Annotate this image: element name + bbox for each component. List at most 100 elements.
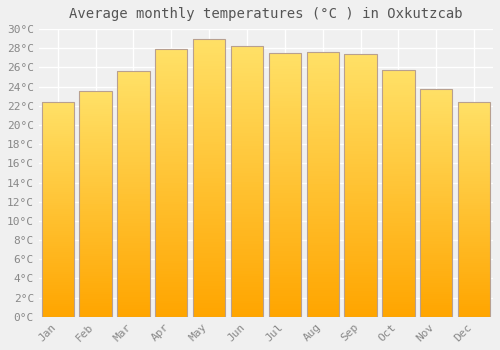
Bar [420,306,452,308]
Bar [306,139,339,142]
Bar [306,205,339,208]
Bar [193,105,225,108]
Bar [42,134,74,136]
Bar [42,162,74,164]
Bar [42,139,74,141]
Bar [118,309,150,312]
Bar [42,308,74,310]
Bar [269,261,301,264]
Bar [344,80,376,83]
Bar [155,245,188,247]
Bar [231,203,263,206]
Bar [42,156,74,158]
Bar [269,172,301,174]
Bar [155,314,188,317]
Bar [306,274,339,277]
Bar [42,218,74,220]
Bar [118,270,150,273]
Bar [269,314,301,317]
Bar [382,88,414,90]
Bar [193,72,225,75]
Bar [344,188,376,191]
Bar [382,80,414,83]
Bar [420,312,452,315]
Bar [306,298,339,301]
Bar [231,171,263,174]
Bar [382,95,414,97]
Bar [344,151,376,154]
Bar [231,95,263,98]
Bar [193,281,225,284]
Bar [231,209,263,211]
Bar [382,287,414,290]
Bar [382,176,414,179]
Bar [306,293,339,296]
Bar [80,281,112,283]
Bar [231,214,263,217]
Bar [458,149,490,151]
Bar [420,207,452,210]
Bar [42,128,74,130]
Bar [155,100,188,103]
Bar [420,102,452,105]
Bar [42,282,74,285]
Bar [458,194,490,196]
Bar [118,278,150,280]
Bar [458,295,490,298]
Bar [269,188,301,190]
Bar [306,147,339,150]
Bar [118,273,150,275]
Bar [118,231,150,233]
Bar [269,270,301,272]
Bar [155,138,188,140]
Bar [344,288,376,290]
Bar [269,238,301,240]
Bar [118,285,150,287]
Bar [193,131,225,133]
Bar [231,60,263,63]
Bar [382,144,414,147]
Bar [420,105,452,107]
Bar [269,246,301,248]
Bar [269,150,301,153]
Bar [231,309,263,312]
Bar [118,196,150,199]
Bar [458,177,490,179]
Bar [306,142,339,145]
Bar [420,246,452,248]
Bar [193,111,225,114]
Bar [458,224,490,226]
Bar [458,214,490,216]
Bar [269,214,301,217]
Bar [306,296,339,298]
Bar [155,306,188,309]
Bar [420,251,452,253]
Bar [80,272,112,274]
Bar [344,83,376,85]
Bar [118,199,150,201]
Bar [193,147,225,150]
Bar [231,252,263,254]
Bar [458,134,490,136]
Bar [42,306,74,308]
Bar [231,211,263,214]
Bar [344,67,376,70]
Bar [80,103,112,105]
Bar [193,44,225,47]
Bar [231,276,263,279]
Bar [80,116,112,118]
Bar [155,226,188,229]
Bar [118,194,150,196]
Bar [80,283,112,285]
Bar [118,214,150,216]
Bar [420,134,452,136]
Bar [458,203,490,205]
Bar [155,282,188,285]
Bar [344,144,376,146]
Bar [155,191,188,194]
Bar [420,230,452,232]
Bar [155,293,188,295]
Bar [155,255,188,258]
Bar [193,295,225,298]
Bar [42,136,74,139]
